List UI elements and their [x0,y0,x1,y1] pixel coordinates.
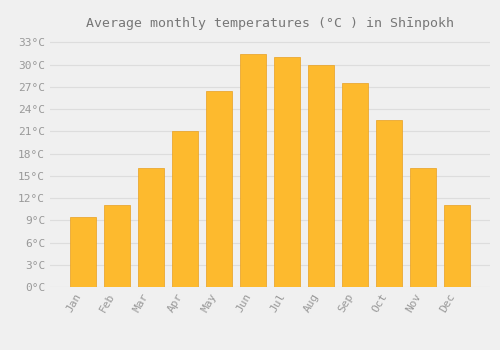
Bar [410,168,436,287]
Bar [342,83,368,287]
Bar [104,205,130,287]
Bar [444,205,470,287]
Bar [70,217,96,287]
Title: Average monthly temperatures (°C ) in Shīnpokh: Average monthly temperatures (°C ) in Sh… [86,17,454,30]
Bar [172,131,198,287]
Bar [138,168,164,287]
Bar [206,91,232,287]
Bar [274,57,300,287]
Bar [240,54,266,287]
Bar [308,65,334,287]
Bar [376,120,402,287]
